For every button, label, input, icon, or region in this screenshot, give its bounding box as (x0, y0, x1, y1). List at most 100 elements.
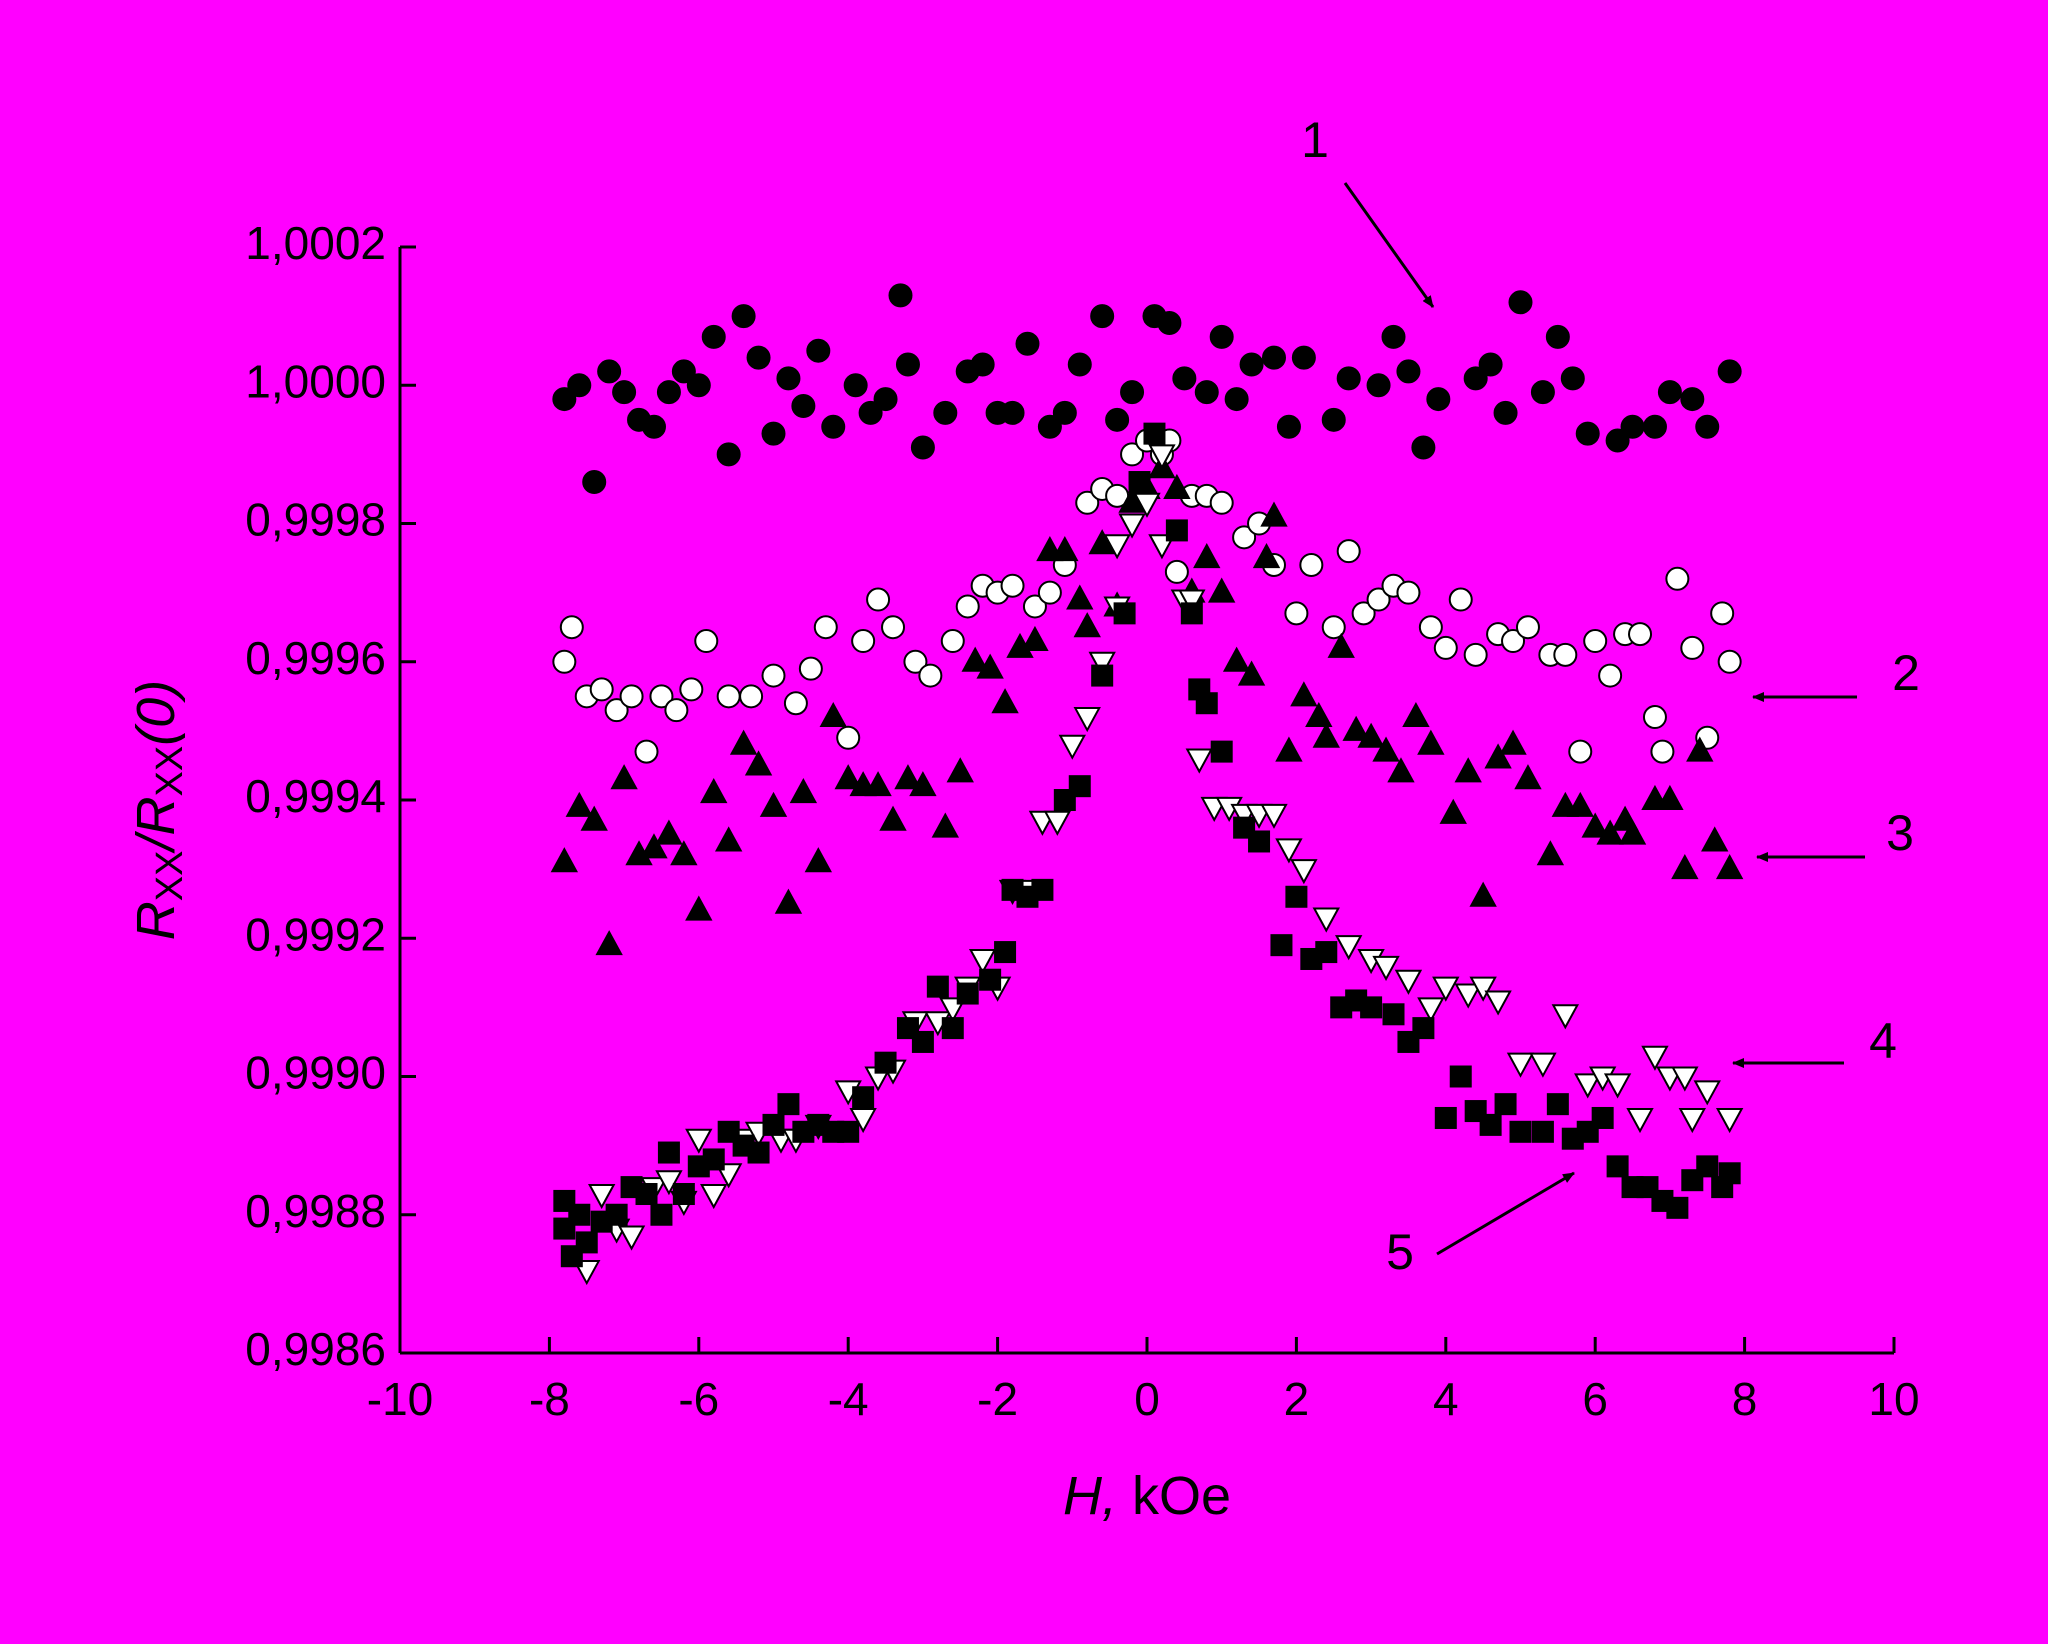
point (1037, 414, 1062, 439)
point (1015, 331, 1040, 356)
x-axis-title: H, kOe (1063, 1466, 1231, 1526)
point (670, 840, 698, 866)
point (1439, 798, 1467, 824)
point (617, 1225, 646, 1251)
point (1508, 290, 1533, 315)
point (895, 352, 920, 377)
point (640, 833, 668, 859)
point (1315, 941, 1338, 964)
point (1305, 701, 1333, 728)
point (1336, 366, 1361, 391)
point (1209, 324, 1234, 349)
point (1091, 664, 1114, 687)
point (1118, 513, 1146, 539)
point (888, 283, 913, 308)
point (1717, 649, 1742, 674)
point (933, 400, 958, 425)
x-tick-label: -2 (977, 1373, 1018, 1425)
point (1479, 1113, 1502, 1136)
point (1656, 784, 1684, 810)
point (834, 764, 862, 790)
point (961, 646, 989, 672)
point (1501, 629, 1526, 654)
point (1066, 584, 1094, 610)
point (866, 587, 891, 612)
point (1396, 580, 1421, 605)
point (956, 982, 979, 1005)
point (1210, 740, 1233, 763)
point (1531, 1120, 1554, 1143)
x-tick-label: -6 (678, 1373, 719, 1425)
point (1598, 663, 1623, 688)
point (1075, 490, 1100, 515)
point (1222, 646, 1251, 672)
point (1284, 601, 1309, 626)
point (940, 629, 965, 654)
point (821, 414, 846, 439)
point (1312, 907, 1340, 933)
point (1237, 660, 1266, 686)
point (1051, 536, 1079, 562)
point (910, 435, 935, 460)
point (744, 750, 773, 776)
point (610, 764, 638, 790)
point (672, 1183, 695, 1206)
point (619, 684, 644, 709)
point (1366, 373, 1391, 398)
point (1195, 692, 1218, 715)
point (1000, 400, 1025, 425)
point (819, 701, 847, 728)
point (1321, 615, 1346, 640)
point (931, 812, 959, 838)
point (649, 684, 674, 709)
point (1641, 1045, 1669, 1071)
point (804, 847, 833, 873)
point (1105, 407, 1130, 432)
point (1426, 387, 1451, 412)
point (776, 366, 801, 391)
point (761, 421, 786, 446)
point (1090, 304, 1115, 329)
point (1560, 366, 1585, 391)
point (1515, 615, 1540, 640)
y-tick-label: 1,0002 (245, 217, 386, 269)
point (1693, 1080, 1721, 1106)
y-tick-label: 0,9988 (245, 1185, 386, 1237)
point (1148, 444, 1176, 470)
point (946, 757, 974, 783)
point (1290, 859, 1318, 885)
point (1626, 1107, 1654, 1134)
point (1575, 421, 1600, 446)
point (1165, 519, 1188, 542)
point (589, 677, 614, 702)
point (1665, 566, 1690, 591)
point (716, 442, 741, 467)
point (1509, 1120, 1532, 1143)
point (926, 975, 949, 998)
point (1418, 615, 1443, 640)
point (575, 1231, 598, 1254)
annotation: 1 (1301, 112, 1329, 168)
point (1193, 542, 1221, 569)
point (1411, 435, 1436, 460)
x-tick-label: -8 (529, 1373, 570, 1425)
point (1454, 757, 1482, 783)
y-tick-label: 0,9998 (245, 494, 386, 546)
point (1546, 1093, 1569, 1116)
point (849, 1107, 877, 1134)
point (1666, 1196, 1689, 1219)
point (1506, 1052, 1535, 1078)
point (1417, 729, 1445, 755)
annotation-arrows (1343, 182, 1865, 1256)
point (588, 1184, 616, 1210)
point (1432, 976, 1460, 1002)
point (991, 688, 1019, 714)
point (1260, 501, 1288, 527)
y-tick-label: 0,9990 (245, 1047, 386, 1099)
point (686, 373, 711, 398)
point (1073, 612, 1101, 638)
point (1052, 400, 1077, 425)
point (597, 359, 622, 384)
x-tick-label: -10 (367, 1373, 433, 1425)
